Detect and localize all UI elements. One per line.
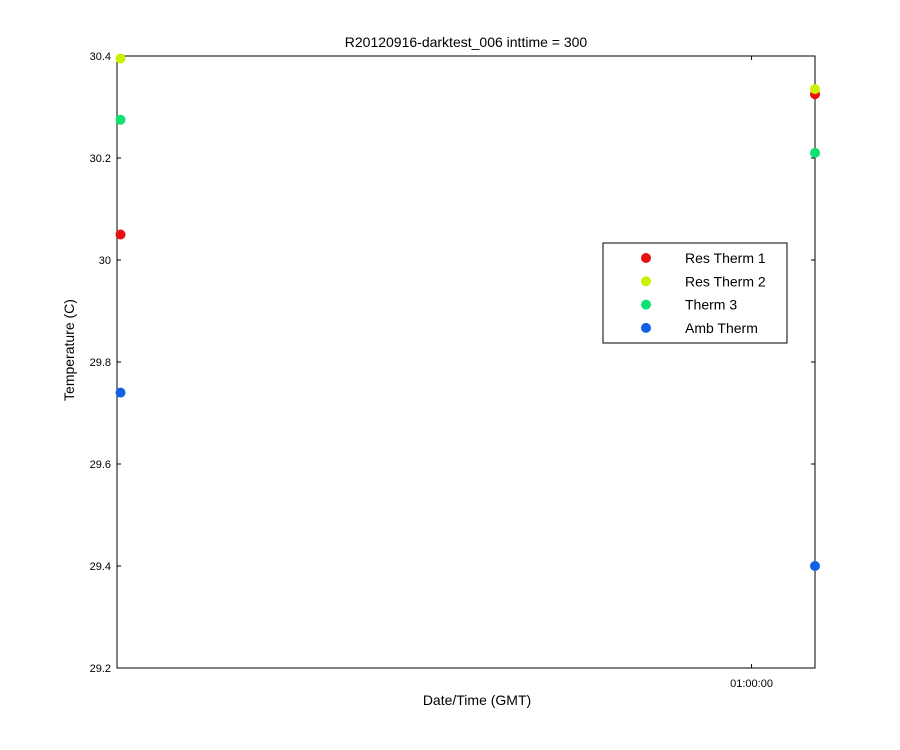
legend-label-2: Therm 3 (685, 297, 737, 313)
point-series-1-1 (810, 84, 820, 95)
legend-label-3: Amb Therm (685, 320, 758, 336)
legend-box (602, 242, 788, 344)
legend-marker-0 (641, 253, 651, 263)
x-axis-label: Date/Time (GMT) (423, 692, 531, 708)
x-tick-label-0: 01:00:00 (730, 678, 773, 690)
y-tick-label-4: 30 (99, 255, 111, 267)
point-series-2-1 (810, 147, 820, 158)
point-series-3-1 (810, 561, 820, 571)
y-tick-label-6: 30.4 (90, 51, 111, 63)
point-series-2-0 (115, 114, 126, 125)
data-points (115, 53, 820, 571)
y-tick-label-2: 29.6 (90, 459, 111, 471)
y-axis-label: Temperature (C) (61, 299, 77, 401)
legend-marker-2 (641, 299, 651, 310)
x-axis: 01:00:00 (730, 56, 773, 690)
plot-area (116, 55, 816, 669)
y-tick-label-5: 30.2 (90, 153, 111, 165)
legend-label-0: Res Therm 1 (685, 250, 766, 266)
y-tick-label-0: 29.2 (90, 663, 111, 675)
legend-marker-3 (641, 322, 651, 333)
y-tick-label-1: 29.4 (90, 561, 111, 573)
point-series-1-0 (115, 53, 126, 64)
legend-label-1: Res Therm 2 (685, 273, 766, 289)
point-series-3-0 (115, 387, 126, 398)
point-series-0-0 (115, 229, 126, 240)
legend-marker-1 (641, 276, 651, 287)
y-tick-label-3: 29.8 (90, 357, 111, 369)
legend: Res Therm 1 Res Therm 2 Therm 3 Amb Therm (602, 242, 788, 344)
chart-title: R20120916-darktest_006 inttime = 300 (345, 34, 588, 50)
